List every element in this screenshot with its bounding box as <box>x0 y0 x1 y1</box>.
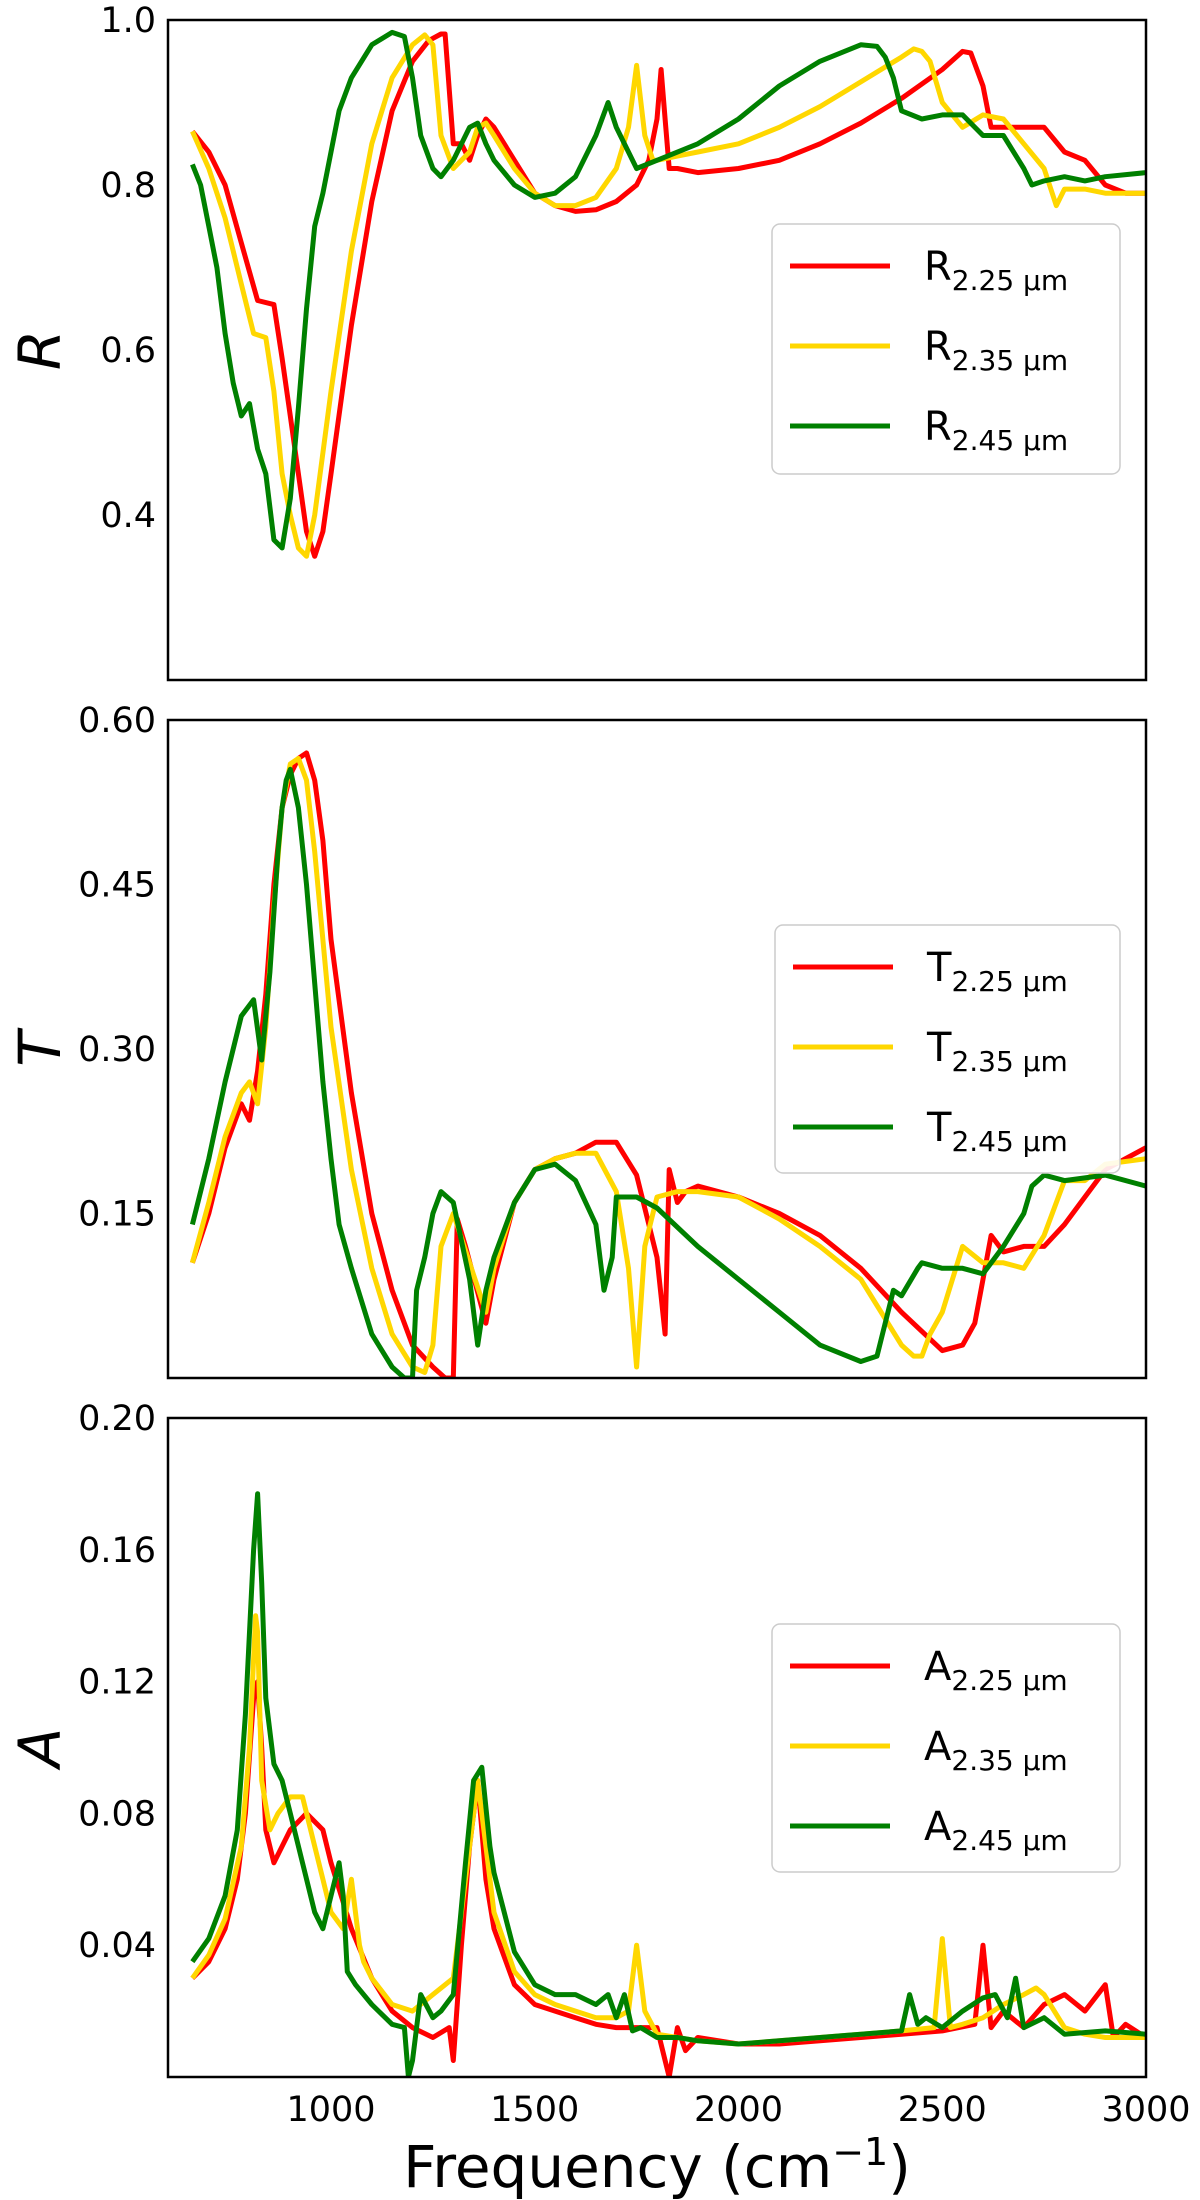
x-tick-label: 2000 <box>694 2090 783 2130</box>
legend-entry: R2.45 μm <box>924 404 1068 457</box>
series-line-A-2.45 <box>190 1491 1146 2077</box>
y-tick-label: 0.8 <box>100 166 156 206</box>
legend-entry: R2.35 μm <box>924 324 1068 377</box>
axes-frame <box>166 18 1148 682</box>
legend-box <box>774 924 1121 1174</box>
legend-entry: T2.25 μm <box>926 945 1068 998</box>
y-tick-label: 1.0 <box>100 1 156 41</box>
y-tick-label: 0.15 <box>78 1195 156 1235</box>
series-line-R-2.35 <box>190 32 1146 559</box>
y-tick-label: 0.60 <box>78 701 156 741</box>
y-tick-label: 0.20 <box>78 1399 156 1439</box>
y-axis-label: T <box>6 1027 74 1067</box>
y-tick-label: 0.45 <box>78 866 156 906</box>
x-tick-label: 1500 <box>490 2090 579 2130</box>
x-tick-label: 1000 <box>286 2090 375 2130</box>
y-axis-label: A <box>6 1728 74 1772</box>
y-tick-label: 0.16 <box>78 1531 156 1571</box>
legend-entry: A2.25 μm <box>924 1644 1068 1697</box>
y-tick-label: 0.6 <box>100 331 156 371</box>
y-tick-label: 0.12 <box>78 1663 156 1703</box>
x-tick-label: 3000 <box>1101 2090 1190 2130</box>
legend-box <box>771 1623 1121 1873</box>
legend-box <box>771 223 1121 475</box>
series-line-R-2.45 <box>190 29 1146 551</box>
y-tick-label: 0.08 <box>78 1794 156 1834</box>
x-axis-label: Frequency (cm−1) <box>403 2130 911 2200</box>
legend-entry: A2.45 μm <box>924 1804 1068 1857</box>
legend-entry: R2.25 μm <box>924 244 1068 297</box>
panel-T: 0.60 0.45 0.30 0.15 T T2.25 μm T2.35 μm T2.45 μ… <box>6 701 1148 1380</box>
y-tick-label: 0.04 <box>78 1926 156 1966</box>
legend: A2.25 μm A2.35 μm A2.45 μm <box>771 1623 1121 1873</box>
series-line-A-2.25 <box>190 1679 1146 2077</box>
legend: T2.25 μm T2.35 μm T2.45 μm <box>774 924 1121 1174</box>
series-line-A-2.35 <box>190 1613 1146 2047</box>
legend: R2.25 μm R2.35 μm R2.45 μm <box>771 223 1121 475</box>
series-line-T-2.45 <box>189 766 1146 1378</box>
legend-entry: A2.35 μm <box>924 1724 1068 1777</box>
y-axis-label: R <box>6 330 74 370</box>
legend-entry: T2.45 μm <box>926 1105 1068 1158</box>
axes-frame <box>166 1416 1148 2079</box>
y-tick-label: 0.4 <box>100 496 156 536</box>
panel-A: 0.20 0.16 0.12 0.08 0.04 1000 1500 2000 2500 3000… <box>6 1399 1191 2200</box>
panel-R: 1.0 0.8 0.6 0.4 R R2.25 μm R2.35 μm R2.45 μm <box>6 1 1148 682</box>
legend-entry: T2.35 μm <box>926 1025 1068 1078</box>
x-tick-label: 2500 <box>898 2090 987 2130</box>
axes-frame <box>166 718 1148 1380</box>
y-tick-label: 0.30 <box>78 1030 156 1070</box>
